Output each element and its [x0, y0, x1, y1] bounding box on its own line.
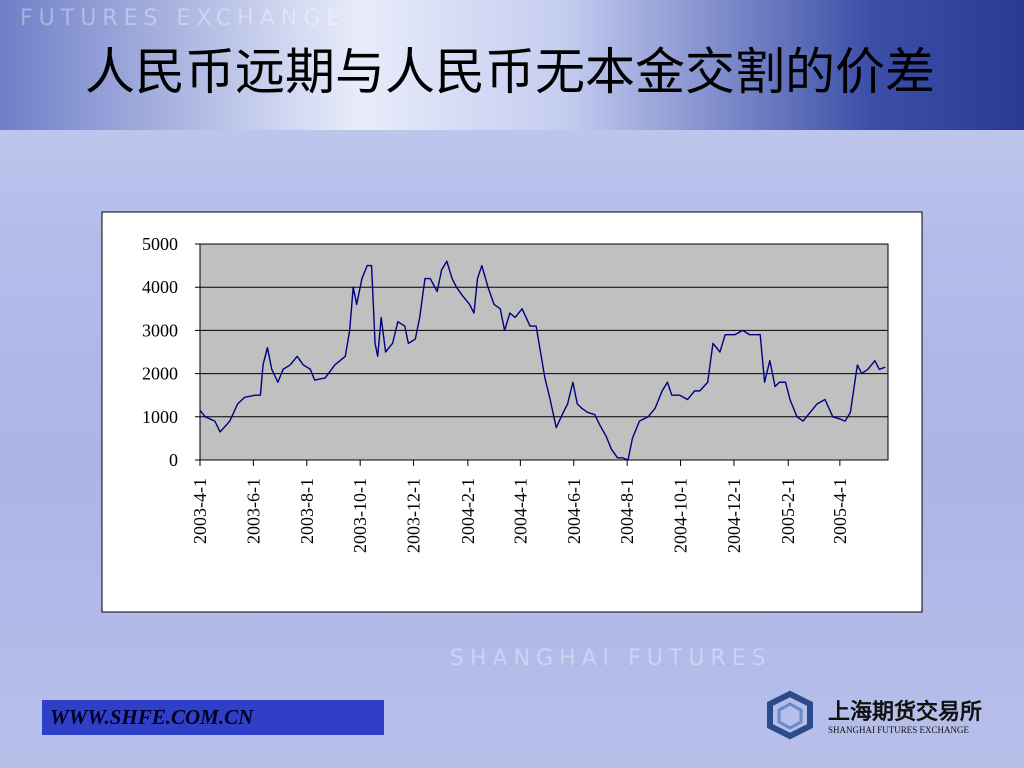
- x-tick-label: 2003-12-1: [404, 478, 424, 553]
- x-tick-label: 2003-8-1: [297, 478, 317, 544]
- logo-text: 上海期货交易所: [828, 699, 983, 725]
- footer-bar: [42, 700, 384, 735]
- x-tick-label: 2005-2-1: [778, 478, 798, 544]
- y-tick-label: 4000: [142, 277, 178, 297]
- data-line: [199, 260, 886, 461]
- x-tick-label: 2004-12-1: [724, 478, 744, 553]
- x-tick-label: 2005-4-1: [830, 478, 850, 544]
- y-tick-label: 0: [169, 450, 178, 470]
- x-tick-label: 2003-6-1: [243, 478, 263, 544]
- plot-area: [200, 244, 888, 460]
- x-tick-label: 2003-4-1: [190, 478, 210, 544]
- y-tick-label: 1000: [142, 407, 178, 427]
- x-tick-label: 2004-8-1: [617, 478, 637, 544]
- y-tick-label: 3000: [142, 320, 178, 340]
- header-banner: [0, 0, 1024, 130]
- watermark: FUTURES EXCHANGE: [20, 6, 347, 31]
- footer-url: WWW.SHFE.COM.CN: [50, 705, 254, 729]
- logo-hexagon-inner: [777, 702, 803, 730]
- watermark: SHANGHAI FUTURES: [450, 646, 772, 671]
- logo-subtext: SHANGHAI FUTURES EXCHANGE: [828, 725, 970, 735]
- plot-border: [199, 243, 889, 461]
- logo-mark: [767, 690, 813, 740]
- x-tick-label: 2004-10-1: [671, 478, 691, 553]
- x-tick-label: 2003-10-1: [350, 478, 370, 553]
- x-tick-label: 2004-6-1: [564, 478, 584, 544]
- y-tick-label: 2000: [142, 364, 178, 384]
- x-tick-label: 2004-2-1: [458, 478, 478, 544]
- x-tick-label: 2004-4-1: [510, 478, 530, 544]
- logo-hexagon: [767, 690, 813, 740]
- slide-title: 人民币远期与人民币无本金交割的价差: [85, 43, 935, 101]
- y-tick-label: 5000: [142, 234, 178, 254]
